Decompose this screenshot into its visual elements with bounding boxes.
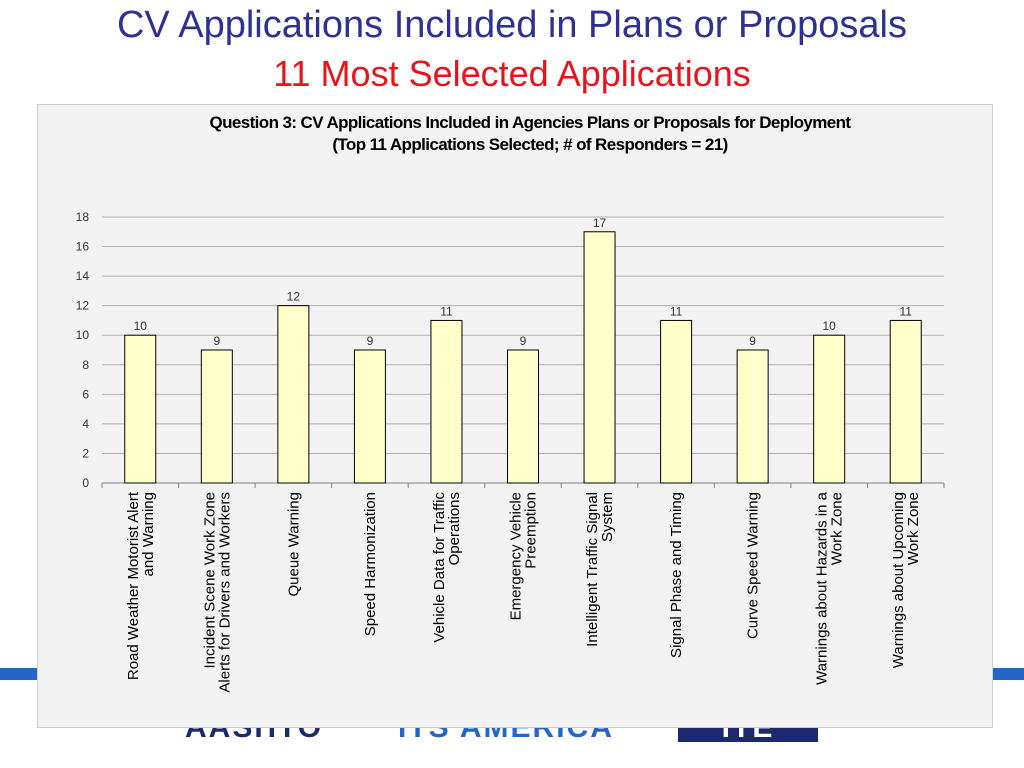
x-tick-label-line: Intelligent Traffic Signal — [584, 492, 601, 647]
bar-chart: Question 3: CV Applications Included in … — [76, 113, 945, 693]
x-tick-label-line: Emergency Vehicle — [508, 492, 525, 620]
bar — [430, 319, 463, 484]
data-label: 11 — [670, 304, 683, 318]
y-tick-label: 8 — [82, 358, 89, 372]
x-tick-label: Signal Phase and Timing — [668, 492, 685, 658]
x-tick-label: Queue Warning — [285, 492, 302, 597]
y-tick-label: 18 — [76, 210, 90, 224]
x-tick-label-line: Vehicle Data for Traffic — [431, 492, 448, 643]
x-tick-label-line: Incident Scene Work Zone — [201, 492, 218, 668]
x-tick-label-line: Road Weather Motorist Alert — [125, 491, 142, 680]
chart-title: Question 3: CV Applications Included in … — [210, 113, 852, 132]
x-tick-label: Speed Harmonization — [362, 492, 379, 636]
bar — [813, 334, 846, 484]
bar — [507, 349, 539, 484]
y-tick-label: 0 — [82, 476, 89, 490]
y-tick-label: 10 — [76, 328, 90, 342]
chart-subtitle: (Top 11 Applications Selected; # of Resp… — [332, 135, 727, 154]
bar — [660, 319, 693, 484]
y-tick-label: 14 — [76, 269, 90, 283]
data-label: 10 — [823, 319, 837, 333]
x-tick-label-line: Signal Phase and Timing — [668, 492, 685, 658]
x-tick-label-line: Curve Speed Warning — [745, 492, 762, 639]
bar — [583, 231, 616, 484]
x-tick-label-line: Queue Warning — [285, 492, 302, 597]
slide-title: CV Applications Included in Plans or Pro… — [116, 4, 907, 46]
data-label: 11 — [440, 304, 453, 318]
y-tick-label: 6 — [82, 387, 89, 401]
x-tick-label-line: Alerts for Drivers and Workers — [216, 492, 233, 693]
bar — [353, 349, 386, 484]
y-tick-label: 12 — [76, 299, 90, 313]
y-tick-label: 4 — [82, 417, 89, 431]
data-label: 10 — [134, 319, 148, 333]
x-tick-label-line: Warnings about Upcoming — [890, 492, 907, 668]
bar — [889, 319, 922, 484]
x-tick-label-line: Warnings about Hazards in a — [814, 491, 831, 685]
x-tick-label-line: Preemption — [523, 492, 540, 569]
data-label: 12 — [287, 290, 301, 304]
data-label: 17 — [593, 216, 607, 230]
bar — [277, 305, 310, 484]
bar — [736, 349, 769, 484]
x-tick-label-line: Work Zone — [829, 492, 846, 565]
y-tick-label: 2 — [82, 446, 89, 460]
x-tick-label-line: and Warning — [140, 492, 157, 577]
bar — [200, 349, 233, 484]
x-tick-label-line: Speed Harmonization — [362, 492, 379, 636]
data-label: 9 — [213, 334, 220, 348]
x-tick-label: Curve Speed Warning — [745, 492, 762, 639]
y-tick-label: 16 — [76, 240, 90, 254]
slide-subtitle: 11 Most Selected Applications — [273, 53, 751, 94]
data-label: 9 — [367, 334, 374, 348]
x-tick-label-line: Operations — [446, 492, 463, 565]
data-label: 9 — [749, 334, 756, 348]
bar — [124, 334, 157, 484]
x-tick-label-line: Work Zone — [905, 492, 922, 565]
data-label: 11 — [899, 304, 912, 318]
data-label: 9 — [520, 334, 527, 348]
x-tick-label-line: System — [599, 492, 616, 542]
